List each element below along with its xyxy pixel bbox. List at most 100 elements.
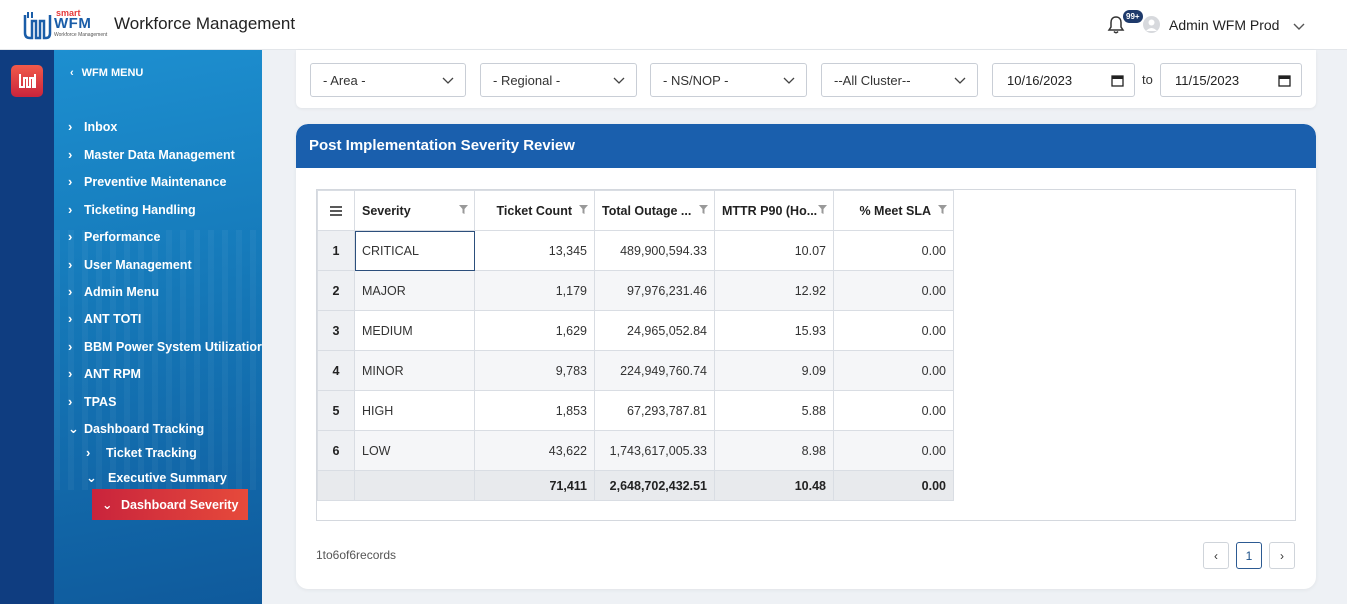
mttr-cell[interactable]: 15.93 [714,310,834,351]
mttr-cell[interactable]: 12.92 [714,270,834,311]
total-outage-cell[interactable]: 67,293,787.81 [594,390,715,431]
column-menu-button[interactable] [317,190,355,231]
meet-sla-cell[interactable]: 0.00 [833,430,954,471]
total-outage-cell[interactable]: 97,976,231.46 [594,270,715,311]
page-1-button[interactable]: 1 [1236,542,1262,569]
calendar-icon[interactable] [1278,74,1291,87]
chevron-right-icon: › [68,366,73,381]
ticket-count-cell[interactable]: 1,853 [474,390,595,431]
sidebar-item-tpas[interactable]: › TPAS [68,394,116,409]
sidebar-item-preventive[interactable]: › Preventive Maintenance [68,174,226,189]
severity-cell[interactable]: CRITICAL [354,230,475,271]
column-header-label: Severity [362,203,411,218]
meet-sla-cell[interactable]: 0.00 [833,390,954,431]
ticket-count-cell[interactable]: 9,783 [474,350,595,391]
mttr-cell[interactable]: 10.07 [714,230,834,271]
severity-cell[interactable]: MINOR [354,350,475,391]
sidebar-item-bbm-power[interactable]: › BBM Power System Utilizatior [68,339,262,354]
sidebar-item-label: ANT RPM [84,367,141,381]
chevron-right-icon: › [68,202,73,217]
chevron-left-icon: ‹ [70,67,74,79]
filter-icon[interactable] [938,205,947,214]
severity-cell[interactable]: LOW [354,430,475,471]
brand-small-text: smart [56,8,81,18]
chevron-left-icon: ‹ [1214,549,1218,563]
column-header-severity[interactable]: Severity [354,190,475,231]
total-outage-cell[interactable]: 489,900,594.33 [594,230,715,271]
total-outage-cell[interactable]: 1,743,617,005.33 [594,430,715,471]
total-outage-cell[interactable]: 224,949,760.74 [594,350,715,391]
date-from-value: 10/16/2023 [1007,73,1073,88]
severity-table: Severity Ticket Count Total Outage ... M… [317,190,954,501]
filter-icon[interactable] [459,205,468,214]
ns-nop-select[interactable]: - NS/NOP - [650,63,807,97]
next-page-button[interactable]: › [1269,542,1295,569]
row-number: 2 [317,270,355,311]
table-row[interactable]: 4 MINOR 9,783 224,949,760.74 9.09 0.00 [317,350,954,391]
rail-app-button[interactable] [11,65,43,97]
column-header-total-outage[interactable]: Total Outage ... [594,190,715,231]
meet-sla-cell[interactable]: 0.00 [833,270,954,311]
chevron-down-icon[interactable] [1292,19,1306,33]
severity-cell[interactable]: HIGH [354,390,475,431]
sidebar-item-ant-toti[interactable]: › ANT TOTI [68,311,141,326]
notification-badge: 99+ [1123,10,1143,23]
meet-sla-cell[interactable]: 0.00 [833,310,954,351]
app-logo[interactable]: smart WFM Workforce Management [22,8,112,42]
ticket-count-cell[interactable]: 43,622 [474,430,595,471]
menu-header[interactable]: ‹ WFM MENU [70,67,143,79]
sidebar-item-label: TPAS [84,395,117,409]
column-header-ticket-count[interactable]: Ticket Count [474,190,595,231]
table-row[interactable]: 3 MEDIUM 1,629 24,965,052.84 15.93 0.00 [317,310,954,351]
sidebar-item-user-management[interactable]: › User Management [68,257,192,272]
totals-severity-cell [354,470,475,501]
cluster-select[interactable]: --All Cluster-- [821,63,978,97]
regional-select[interactable]: - Regional - [480,63,637,97]
sidebar-item-ticketing[interactable]: › Ticketing Handling [68,202,196,217]
mttr-cell[interactable]: 5.88 [714,390,834,431]
user-name[interactable]: Admin WFM Prod [1169,17,1280,33]
table-row[interactable]: 2 MAJOR 1,179 97,976,231.46 12.92 0.00 [317,270,954,311]
table-row[interactable]: 5 HIGH 1,853 67,293,787.81 5.88 0.00 [317,390,954,431]
ticket-count-cell[interactable]: 1,629 [474,310,595,351]
calendar-icon[interactable] [1111,74,1124,87]
sidebar-item-label: Ticket Tracking [106,446,197,460]
filter-icon[interactable] [579,205,588,214]
column-header-meet-sla[interactable]: % Meet SLA [833,190,954,231]
table-row[interactable]: 6 LOW 43,622 1,743,617,005.33 8.98 0.00 [317,430,954,471]
page-number: 1 [1245,549,1253,563]
ticket-count-cell[interactable]: 1,179 [474,270,595,311]
filter-icon[interactable] [818,205,827,214]
chevron-right-icon: › [68,311,73,326]
sidebar-item-dashboard-severity[interactable]: ⌄ Dashboard Severity [92,489,248,520]
sidebar-item-inbox[interactable]: › Inbox [68,119,117,134]
area-select[interactable]: - Area - [310,63,466,97]
sidebar-item-label: Performance [84,230,161,244]
mttr-cell[interactable]: 8.98 [714,430,834,471]
brand-tagline: Workforce Management [54,32,108,38]
sidebar-item-performance[interactable]: › Performance [68,229,160,244]
severity-cell[interactable]: MEDIUM [354,310,475,351]
prev-page-button[interactable]: ‹ [1203,542,1229,569]
sidebar-item-admin-menu[interactable]: › Admin Menu [68,284,159,299]
mttr-cell[interactable]: 9.09 [714,350,834,391]
date-from-input[interactable]: 10/16/2023 [992,63,1135,97]
bell-icon[interactable] [1106,15,1126,35]
sidebar-item-ticket-tracking[interactable]: › Ticket Tracking [86,445,197,460]
total-mttr: 10.48 [714,470,834,501]
sidebar-item-label: Dashboard Severity [121,498,239,512]
filter-icon[interactable] [699,205,708,214]
meet-sla-cell[interactable]: 0.00 [833,350,954,391]
avatar[interactable] [1143,16,1160,33]
severity-cell[interactable]: MAJOR [354,270,475,311]
sidebar-item-master-data[interactable]: › Master Data Management [68,147,235,162]
meet-sla-cell[interactable]: 0.00 [833,230,954,271]
column-header-mttr[interactable]: MTTR P90 (Ho... [714,190,834,231]
ticket-count-cell[interactable]: 13,345 [474,230,595,271]
sidebar-item-ant-rpm[interactable]: › ANT RPM [68,366,141,381]
table-row[interactable]: 1 CRITICAL 13,345 489,900,594.33 10.07 0… [317,230,954,271]
sidebar-item-dashboard-tracking[interactable]: ⌄ Dashboard Tracking [68,421,204,437]
total-outage-cell[interactable]: 24,965,052.84 [594,310,715,351]
date-to-input[interactable]: 11/15/2023 [1160,63,1302,97]
sidebar-item-executive-summary[interactable]: ⌄ Executive Summary [86,470,227,486]
